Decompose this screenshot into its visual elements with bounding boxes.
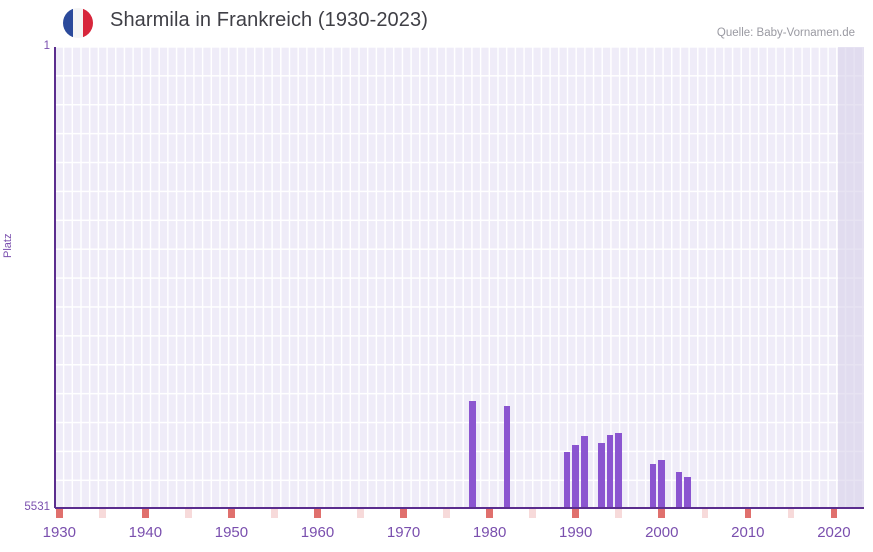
x-axis-tick-label: 1990: [558, 524, 593, 541]
x-tick-major: [314, 509, 321, 518]
bar: [581, 436, 588, 508]
x-tick-minor: [271, 509, 278, 518]
bar: [606, 434, 614, 508]
x-tick-minor: [99, 509, 106, 518]
x-tick-major: [744, 509, 752, 518]
bar: [658, 459, 665, 508]
plot-area: [55, 47, 864, 508]
bar: [503, 406, 511, 508]
y-axis-top-tick-label: 1: [43, 40, 50, 52]
x-tick-minor: [357, 509, 364, 518]
x-tick-minor: [185, 509, 192, 518]
x-tick-major: [572, 509, 579, 518]
x-tick-minor: [443, 509, 450, 518]
x-tick-major: [830, 509, 838, 518]
bar: [469, 401, 476, 508]
x-axis-tick-label: 1950: [214, 524, 249, 541]
x-tick-minor: [787, 509, 795, 518]
x-tick-minor: [701, 509, 709, 518]
chart-header: Sharmila in Frankreich (1930-2023) Quell…: [0, 0, 873, 47]
bar: [675, 472, 683, 508]
x-axis-tick-label: 1980: [472, 524, 507, 541]
x-axis-tick-label: 2010: [731, 524, 765, 541]
bar-series: [55, 47, 864, 508]
bar: [684, 477, 691, 508]
x-axis-tick-marks: [0, 509, 873, 518]
x-axis-tick-label: 1970: [386, 524, 421, 541]
bar: [649, 463, 657, 508]
page-title: Sharmila in Frankreich (1930-2023): [110, 9, 428, 31]
bar: [598, 442, 605, 508]
x-axis-tick-label: 1930: [42, 524, 76, 541]
x-tick-major: [658, 509, 665, 518]
bar: [563, 452, 571, 508]
x-axis-tick-label: 2020: [817, 524, 851, 541]
x-axis-tick-label: 1960: [300, 524, 335, 541]
x-tick-minor: [615, 509, 622, 518]
incomplete-data-shade: [838, 47, 864, 508]
bar: [615, 432, 622, 508]
y-axis-bottom-tick-label: 5531: [24, 501, 50, 513]
y-axis-line: [54, 47, 56, 508]
x-tick-minor: [529, 509, 536, 518]
source-attribution: Quelle: Baby-Vornamen.de: [716, 27, 855, 39]
x-tick-major: [228, 509, 235, 518]
x-axis-tick-label: 2000: [645, 524, 679, 541]
x-tick-major: [486, 509, 493, 518]
x-axis-line: [55, 507, 864, 509]
france-flag-icon: [63, 8, 93, 38]
x-tick-major: [142, 509, 149, 518]
bar: [572, 445, 579, 508]
grid: [55, 47, 864, 508]
y-axis-title: Platz: [2, 233, 14, 258]
x-axis-tick-label: 1940: [128, 524, 163, 541]
x-tick-major: [56, 509, 63, 518]
x-tick-major: [400, 509, 407, 518]
